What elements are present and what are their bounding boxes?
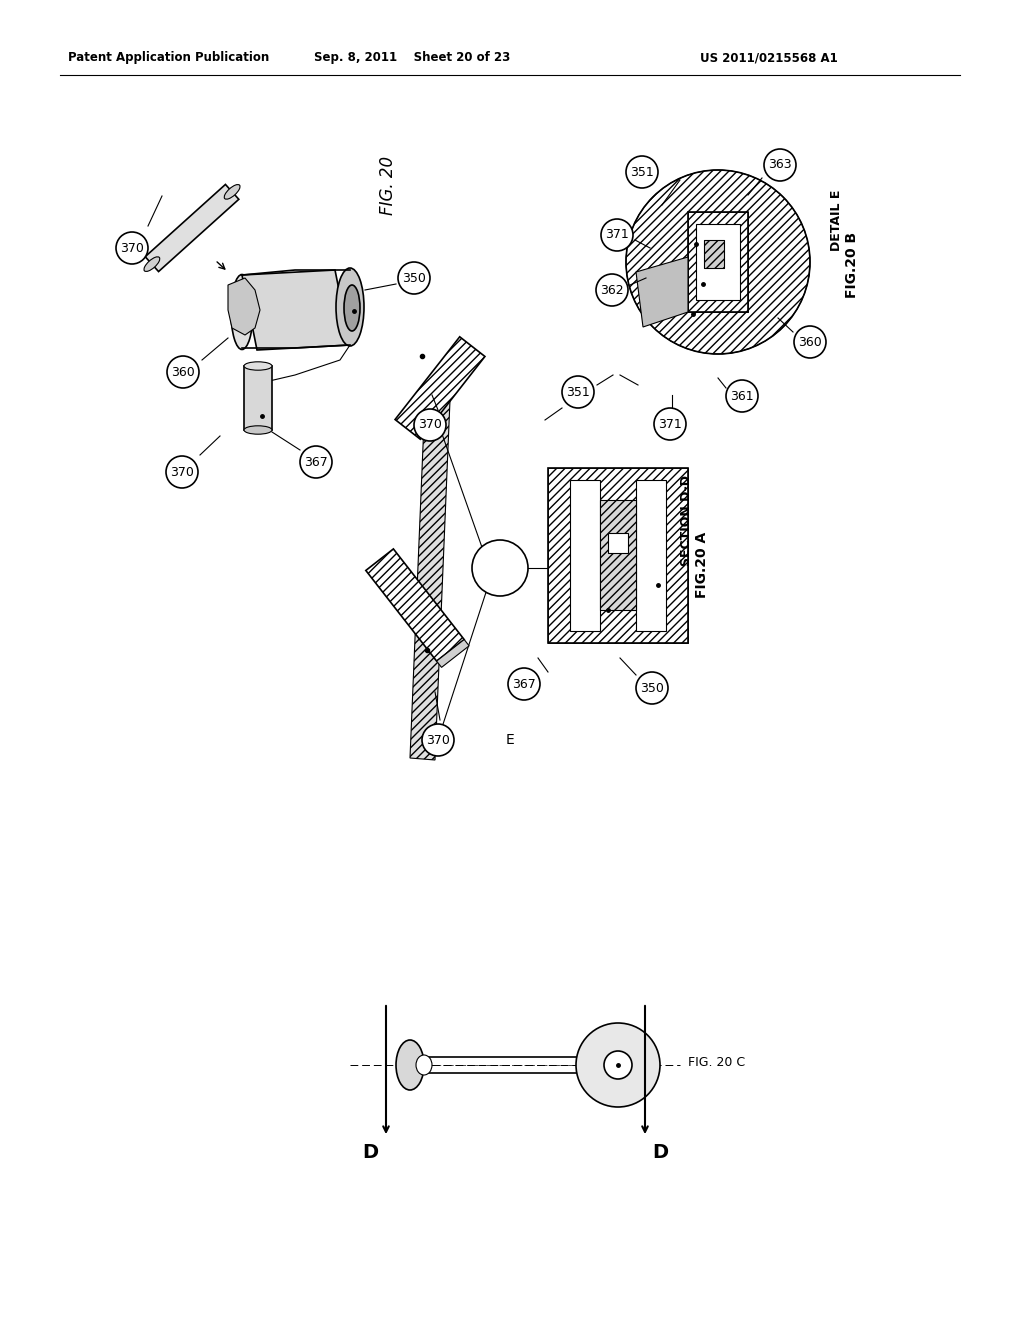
Text: 361: 361 (730, 389, 754, 403)
Bar (600, 500, 636, 610)
Polygon shape (636, 257, 688, 327)
Circle shape (300, 446, 332, 478)
Bar (608, 533, 628, 553)
Ellipse shape (231, 275, 253, 350)
Circle shape (726, 380, 758, 412)
Text: 362: 362 (600, 284, 624, 297)
Bar (636, 479, 666, 631)
Ellipse shape (144, 257, 160, 272)
Circle shape (508, 668, 540, 700)
Text: 367: 367 (304, 455, 328, 469)
Circle shape (794, 326, 826, 358)
Bar (600, 500, 636, 610)
Text: 371: 371 (605, 228, 629, 242)
Text: 370: 370 (120, 242, 144, 255)
Circle shape (166, 455, 198, 488)
Circle shape (167, 356, 199, 388)
Text: D: D (361, 1143, 378, 1163)
Text: 350: 350 (640, 681, 664, 694)
Circle shape (575, 1023, 660, 1107)
Circle shape (636, 672, 668, 704)
Bar (705, 240, 724, 268)
Circle shape (472, 540, 528, 597)
Circle shape (604, 1051, 632, 1078)
Circle shape (601, 219, 633, 251)
Polygon shape (410, 399, 450, 760)
Circle shape (414, 409, 446, 441)
Text: FIG.20 B: FIG.20 B (845, 232, 859, 298)
Text: 367: 367 (512, 677, 536, 690)
Circle shape (626, 170, 810, 354)
Bar (688, 213, 748, 312)
Text: SECTION D-D: SECTION D-D (680, 474, 693, 565)
Polygon shape (436, 639, 469, 668)
Text: E: E (506, 733, 514, 747)
Bar (548, 467, 688, 643)
Text: 351: 351 (630, 165, 654, 178)
Ellipse shape (344, 285, 360, 331)
Ellipse shape (396, 1040, 424, 1090)
Ellipse shape (416, 1055, 432, 1074)
Bar (705, 240, 724, 268)
Text: 360: 360 (171, 366, 195, 379)
Polygon shape (366, 549, 464, 661)
Polygon shape (244, 366, 272, 430)
Text: 370: 370 (426, 734, 450, 747)
Text: 370: 370 (170, 466, 194, 479)
Polygon shape (145, 185, 239, 272)
Text: US 2011/0215568 A1: US 2011/0215568 A1 (700, 51, 838, 65)
Text: DETAIL E: DETAIL E (830, 189, 843, 251)
Polygon shape (242, 271, 350, 350)
Text: FIG.20 A: FIG.20 A (695, 532, 709, 598)
Circle shape (654, 408, 686, 440)
Polygon shape (395, 337, 485, 440)
Ellipse shape (336, 268, 364, 346)
Text: 363: 363 (768, 158, 792, 172)
Text: 360: 360 (798, 335, 822, 348)
Text: Patent Application Publication: Patent Application Publication (68, 51, 269, 65)
Bar (570, 479, 600, 631)
Text: Sep. 8, 2011    Sheet 20 of 23: Sep. 8, 2011 Sheet 20 of 23 (314, 51, 510, 65)
Text: 350: 350 (402, 272, 426, 285)
Text: FIG. 20: FIG. 20 (379, 156, 397, 215)
Circle shape (116, 232, 148, 264)
Ellipse shape (244, 426, 272, 434)
Bar (688, 213, 748, 312)
Circle shape (422, 723, 454, 756)
Bar (548, 467, 688, 643)
Circle shape (398, 261, 430, 294)
Text: D: D (652, 1143, 668, 1163)
Bar (696, 224, 740, 300)
Ellipse shape (224, 185, 240, 199)
Text: 371: 371 (658, 417, 682, 430)
Circle shape (562, 376, 594, 408)
Text: 370: 370 (418, 418, 442, 432)
Text: 351: 351 (566, 385, 590, 399)
Text: FIG. 20 C: FIG. 20 C (688, 1056, 745, 1069)
Circle shape (596, 275, 628, 306)
Circle shape (764, 149, 796, 181)
Polygon shape (228, 279, 260, 335)
Circle shape (626, 156, 658, 187)
Ellipse shape (244, 362, 272, 370)
